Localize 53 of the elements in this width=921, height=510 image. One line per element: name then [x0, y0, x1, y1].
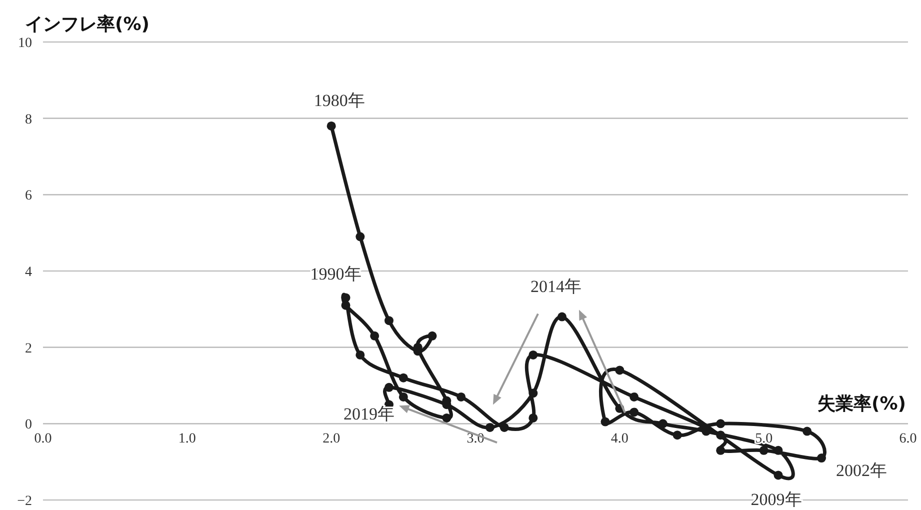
- y-tick-label: 4: [25, 265, 32, 280]
- point: [370, 331, 380, 340]
- y-tick-label: −2: [17, 494, 32, 509]
- point: [716, 419, 726, 428]
- point: [341, 293, 350, 302]
- point: [428, 331, 437, 340]
- point: [326, 121, 336, 130]
- annotation: 1990年: [310, 264, 362, 284]
- point: [558, 312, 566, 322]
- point: [442, 413, 452, 422]
- y-tick-label: 10: [18, 36, 32, 51]
- point: [356, 232, 365, 242]
- y-tick-label: 8: [25, 112, 32, 128]
- annotation: 2014年: [530, 276, 582, 296]
- x-tick-label: 6.0: [899, 432, 917, 447]
- x-tick-label: 2.0: [322, 432, 340, 447]
- point: [658, 419, 668, 428]
- point: [802, 426, 812, 436]
- point: [384, 382, 394, 392]
- x-tick-label: 5.0: [755, 432, 773, 447]
- x-axis-title: 失業率(%): [818, 394, 906, 415]
- point: [341, 300, 350, 310]
- point: [528, 388, 538, 398]
- point: [456, 392, 466, 402]
- point: [759, 446, 768, 455]
- point: [630, 408, 639, 417]
- point: [384, 316, 394, 326]
- y-tick-label: 0: [25, 418, 32, 433]
- point: [716, 430, 726, 440]
- point: [500, 422, 509, 432]
- point: [398, 373, 408, 382]
- point: [528, 350, 538, 360]
- point: [774, 470, 783, 480]
- point: [356, 350, 365, 360]
- x-tick-label: 1.0: [178, 432, 196, 447]
- y-axis-title: インフレ率(%): [25, 14, 150, 35]
- annotation: 2002年: [836, 461, 887, 480]
- point: [528, 413, 538, 422]
- x-tick-label: 4.0: [610, 432, 628, 447]
- point: [398, 392, 408, 402]
- point: [672, 430, 682, 440]
- annotation: 2009年: [750, 490, 802, 510]
- point: [630, 392, 639, 402]
- annotation: 2019年: [344, 404, 394, 424]
- point: [817, 454, 826, 463]
- y-tick-label: 2: [25, 341, 32, 356]
- point: [600, 417, 610, 426]
- point: [615, 366, 624, 375]
- point: [716, 446, 726, 455]
- x-tick-label: 0.0: [34, 432, 52, 447]
- point: [485, 422, 494, 432]
- annotation: 1980年: [314, 90, 365, 110]
- y-tick-label: 6: [25, 188, 32, 204]
